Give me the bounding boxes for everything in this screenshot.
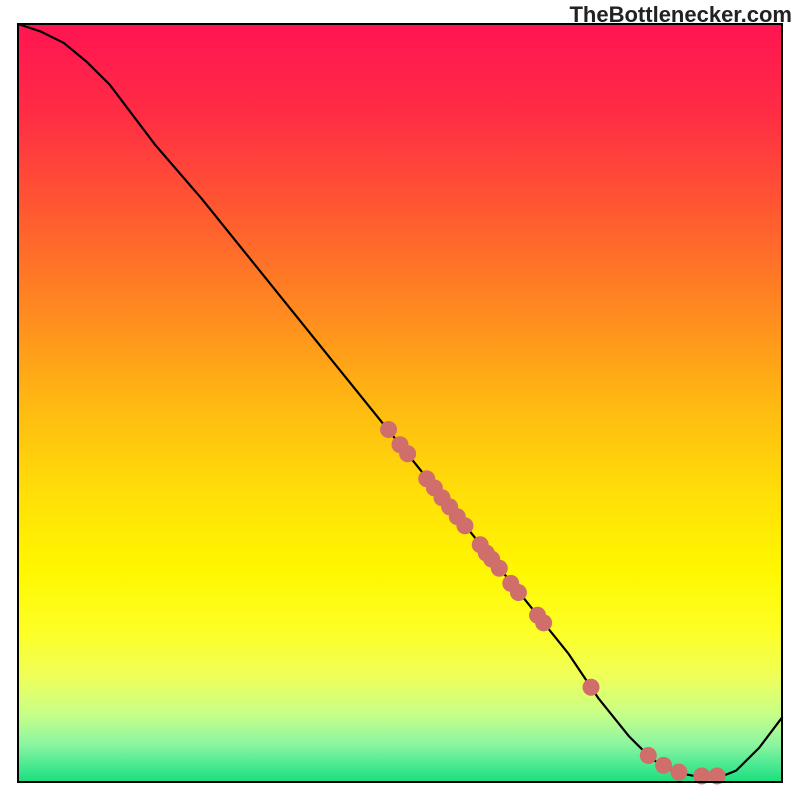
data-marker [491,560,508,577]
chart-background [18,24,782,782]
bottleneck-chart [0,0,800,800]
data-marker [670,764,687,781]
data-marker [380,421,397,438]
chart-container: TheBottlenecker.com [0,0,800,800]
data-marker [456,517,473,534]
data-marker [535,614,552,631]
data-marker [583,679,600,696]
data-marker [510,584,527,601]
data-marker [655,757,672,774]
data-marker [399,445,416,462]
data-marker [640,747,657,764]
